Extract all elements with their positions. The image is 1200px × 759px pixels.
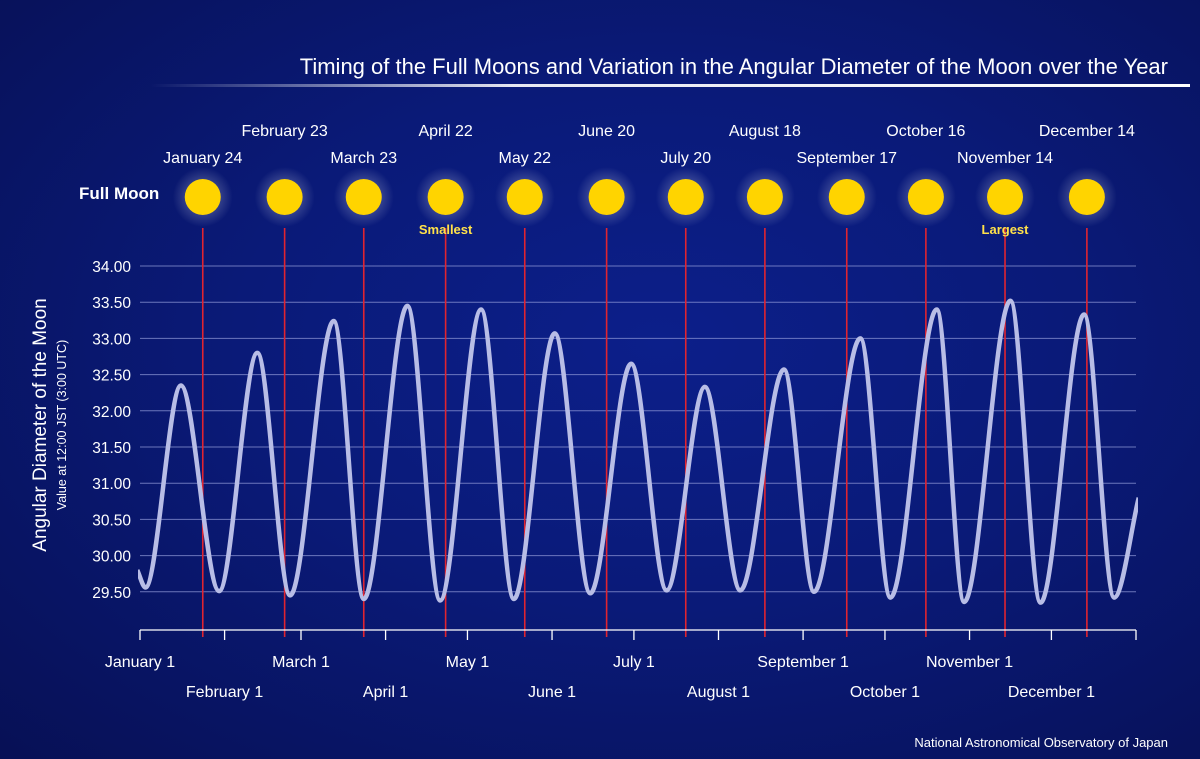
full-moon-icon	[427, 179, 464, 215]
x-tick-label: June 1	[528, 684, 576, 701]
y-tick-label: 34.00	[92, 259, 131, 276]
full-moon-date-label: June 20	[578, 123, 635, 140]
curve-layer	[138, 298, 1138, 605]
credit-text: National Astronomical Observatory of Jap…	[914, 735, 1168, 750]
y-axis-subtitle: Value at 12:00 JST (3:00 UTC)	[55, 340, 69, 510]
full-moon-date-label: April 22	[418, 123, 472, 140]
x-tick-label: October 1	[850, 684, 920, 701]
y-tick-label: 29.50	[92, 585, 131, 602]
full-moon-date-label: February 23	[241, 123, 327, 140]
full-moon-icon	[266, 179, 303, 215]
x-tick-label: March 1	[272, 654, 330, 671]
y-axis-title: Angular Diameter of the Moon	[30, 298, 51, 551]
y-tick-label: 33.00	[92, 331, 131, 348]
full-moon-date-label: January 24	[163, 150, 242, 167]
y-tick-label: 32.50	[92, 368, 131, 385]
y-tick-label: 33.50	[92, 295, 131, 312]
full-moon-icon	[184, 179, 221, 215]
y-tick-label: 30.50	[92, 512, 131, 529]
full-moon-date-label: September 17	[796, 150, 897, 167]
full-moon-date-label: November 14	[957, 150, 1053, 167]
full-moon-lines	[201, 228, 1088, 637]
y-tick-label: 31.00	[92, 476, 131, 493]
full-moon-note: Smallest	[419, 222, 473, 237]
full-moon-icon	[667, 179, 704, 215]
x-tick-label: April 1	[363, 684, 408, 701]
grid-layer: 29.50 30.00 30.50 31.00 31.50 32.00 32.50 33.00…	[92, 259, 1136, 602]
full-moon-date-label: July 20	[660, 150, 711, 167]
full-moon-date-label: August 18	[729, 123, 801, 140]
full-moon-icon	[907, 179, 944, 215]
y-tick-label: 31.50	[92, 440, 131, 457]
x-tick-label: January 1	[105, 654, 175, 671]
axis-layer: January 1 February 1 March 1 April 1 May 1 Ju…	[105, 629, 1137, 701]
title-underline	[150, 84, 1190, 87]
chart-title: Timing of the Full Moons and Variation i…	[300, 54, 1168, 79]
full-moon-icon	[506, 179, 543, 215]
x-tick-label: February 1	[186, 684, 263, 701]
full-moon-date-label: May 22	[499, 150, 552, 167]
full-moon-date-label: October 16	[886, 123, 965, 140]
angular-diameter-curve	[138, 298, 1138, 605]
full-moon-icon	[987, 179, 1024, 215]
x-tick-label: May 1	[446, 654, 490, 671]
full-moon-icon	[588, 179, 625, 215]
y-tick-label: 32.00	[92, 404, 131, 421]
full-moon-label: Full Moon	[79, 184, 159, 203]
full-moon-icon	[828, 179, 865, 215]
x-tick-label: September 1	[757, 654, 849, 671]
x-tick-label: December 1	[1008, 684, 1095, 701]
y-tick-label: 30.00	[92, 549, 131, 566]
x-tick-label: November 1	[926, 654, 1013, 671]
x-tick-label: August 1	[687, 684, 750, 701]
full-moon-date-label: March 23	[330, 150, 397, 167]
x-tick-label: July 1	[613, 654, 655, 671]
full-moon-icon	[746, 179, 783, 215]
full-moon-date-label: December 14	[1039, 123, 1135, 140]
full-moon-note: Largest	[982, 222, 1030, 237]
full-moon-icon	[1068, 179, 1105, 215]
full-moon-icon	[345, 179, 382, 215]
